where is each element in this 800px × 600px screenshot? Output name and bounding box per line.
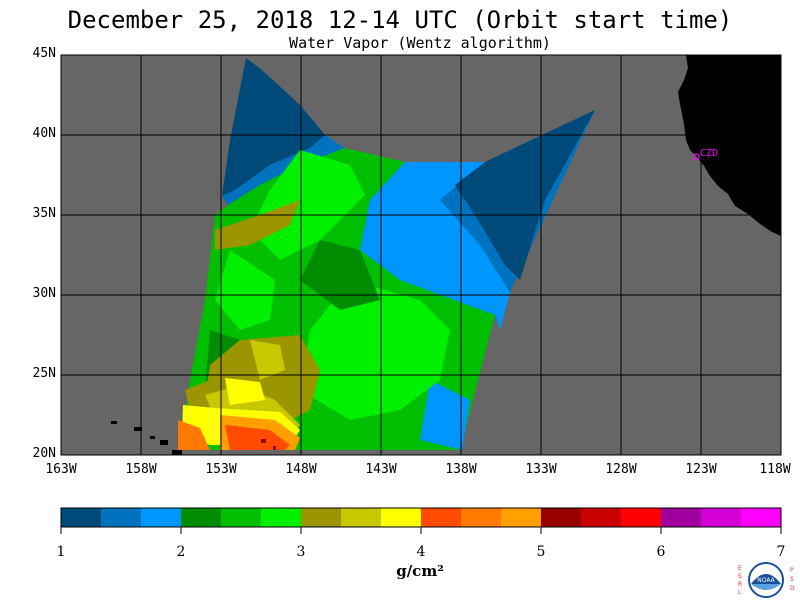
colorbar-label: 1 [56, 544, 66, 560]
colorbar-label: 5 [536, 544, 546, 560]
land-mass [678, 55, 781, 236]
lon-tick-label: 123W [685, 462, 717, 477]
logo-text: NOAA [757, 577, 775, 584]
colorbar-swatch [421, 508, 462, 527]
island [111, 421, 117, 424]
colorbar-swatch [581, 508, 622, 527]
colorbar-swatch [181, 508, 222, 527]
colorbar-swatch [701, 508, 742, 527]
lon-tick-label: 163W [45, 462, 77, 477]
lon-tick-label: 143W [365, 462, 397, 477]
lat-tick-label: 45N [32, 46, 56, 61]
colorbar-swatch [461, 508, 502, 527]
island [172, 450, 182, 455]
colorbar-swatch [541, 508, 582, 527]
lat-lon-grid [61, 55, 781, 455]
colorbar-label: 4 [416, 544, 426, 560]
logo-letter: P [790, 567, 794, 574]
colorbar-swatch [501, 508, 542, 527]
lat-tick-label: 40N [32, 126, 56, 141]
colorbar-swatch [301, 508, 342, 527]
lon-tick-label: 133W [525, 462, 557, 477]
logo-letter: L [738, 589, 742, 596]
lon-tick-label: 118W [759, 462, 791, 477]
logo-letter: S [790, 576, 794, 583]
colorbar-swatch [621, 508, 662, 527]
logo-letter: R [738, 581, 742, 588]
island [160, 440, 168, 445]
colorbar-swatch [101, 508, 142, 527]
colorbar-swatch [341, 508, 382, 527]
high-vapor-speck [261, 439, 266, 443]
colorbar [60, 508, 782, 534]
colorbar-label: 2 [176, 544, 186, 560]
station-marker [692, 153, 700, 161]
colorbar-swatch [261, 508, 302, 527]
colorbar-label: 3 [296, 544, 306, 560]
lat-tick-label: 20N [32, 446, 56, 461]
lat-tick-label: 35N [32, 206, 56, 221]
lon-tick-label: 128W [605, 462, 637, 477]
lon-tick-label: 153W [205, 462, 237, 477]
colorbar-swatch [381, 508, 422, 527]
logo-letter: E [738, 565, 742, 572]
colorbar-swatch [61, 508, 102, 527]
island [134, 427, 142, 431]
colorbar-swatch [141, 508, 182, 527]
colorbar-border [60, 507, 782, 528]
logo-letter: S [738, 573, 742, 580]
lat-tick-label: 30N [32, 286, 56, 301]
high-vapor-speck [273, 446, 276, 450]
colorbar-swatch [221, 508, 262, 527]
colorbar-label: 6 [656, 544, 666, 560]
colorbar-swatch [741, 508, 782, 527]
lon-tick-label: 158W [125, 462, 157, 477]
island [150, 436, 155, 439]
lon-tick-label: 138W [445, 462, 477, 477]
lon-tick-label: 148W [285, 462, 317, 477]
map-border [60, 54, 782, 456]
logo-letter: D [790, 585, 795, 592]
colorbar-label: 7 [776, 544, 786, 560]
station-label: CZD [700, 148, 718, 159]
map-title: December 25, 2018 12-14 UTC (Orbit start… [67, 6, 733, 34]
colorbar-unit: g/cm² [396, 562, 444, 580]
colorbar-swatch [661, 508, 702, 527]
map-subtitle: Water Vapor (Wentz algorithm) [289, 34, 551, 52]
lat-tick-label: 25N [32, 366, 56, 381]
